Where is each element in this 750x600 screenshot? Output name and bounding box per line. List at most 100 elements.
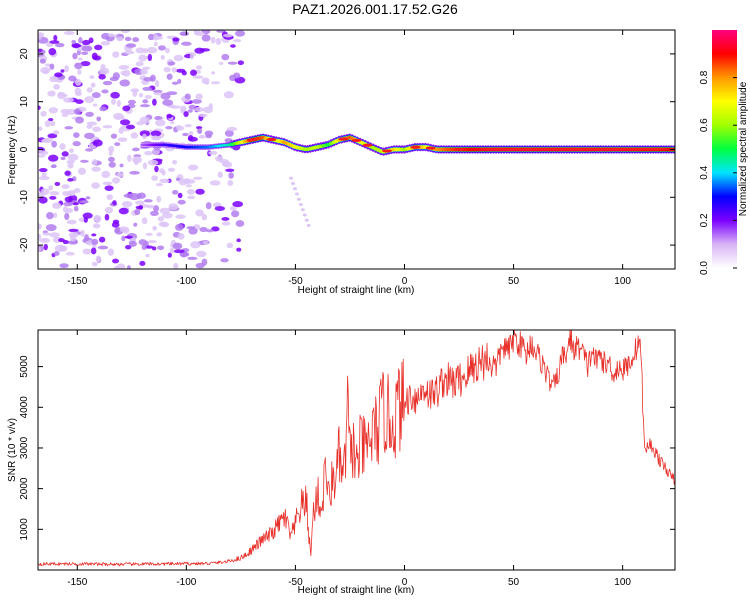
noise-blob	[163, 66, 171, 73]
noise-blob	[64, 170, 71, 176]
noise-blob	[75, 116, 84, 124]
snr-y-tick-label: 3000	[19, 436, 30, 459]
noise-blob	[144, 150, 153, 156]
noise-blob	[186, 226, 196, 230]
noise-blob	[131, 147, 140, 152]
noise-blob	[306, 224, 311, 228]
noise-blob	[227, 61, 238, 65]
noise-blob	[173, 54, 184, 62]
noise-blob	[53, 34, 58, 42]
noise-blob	[187, 134, 194, 142]
noise-blob	[166, 113, 173, 119]
heatmap-y-tick-label: 20	[19, 48, 30, 60]
noise-blob	[177, 192, 183, 199]
noise-blob	[129, 170, 140, 175]
noise-blob	[229, 206, 237, 211]
track-core-line	[480, 147, 667, 150]
noise-blob	[151, 175, 159, 181]
noise-blob	[177, 232, 185, 240]
noise-blob	[38, 247, 41, 251]
noise-blob	[138, 54, 147, 62]
noise-blob	[147, 33, 155, 41]
noise-blob	[235, 30, 246, 37]
noise-blob	[67, 162, 74, 169]
track-peak	[266, 137, 277, 142]
noise-blob	[165, 126, 173, 130]
noise-blob	[195, 93, 203, 101]
noise-blob	[182, 132, 189, 137]
noise-blob	[83, 132, 95, 140]
noise-blob	[136, 193, 142, 200]
snr-y-ticks: 1000 2000 3000 4000 5000	[19, 355, 675, 540]
noise-blob	[116, 36, 124, 42]
noise-blob	[38, 176, 50, 181]
noise-blob	[54, 72, 63, 78]
noise-blob	[153, 41, 158, 47]
noise-blob	[226, 126, 238, 132]
noise-blob	[142, 133, 147, 140]
noise-blob	[130, 88, 140, 93]
noise-blob	[138, 92, 144, 98]
noise-blob	[178, 178, 188, 186]
noise-blob	[68, 189, 76, 197]
noise-blob	[38, 126, 43, 131]
noise-blob	[101, 32, 111, 40]
track-peak	[382, 149, 393, 153]
colorbar-tick-label: 0.8	[699, 70, 710, 84]
noise-blob	[225, 168, 235, 172]
noise-blob	[111, 98, 116, 105]
noise-blob	[46, 212, 54, 220]
noise-blob	[173, 262, 179, 269]
noise-blob	[91, 182, 100, 189]
noise-blob	[199, 227, 208, 233]
noise-blob	[108, 145, 115, 153]
snr-x-tick-label: -100	[176, 577, 196, 588]
track-peak	[338, 137, 349, 141]
noise-blob	[221, 53, 230, 61]
noise-blob	[142, 162, 148, 170]
noise-blob	[66, 160, 75, 164]
noise-blob	[72, 44, 82, 48]
noise-blob	[84, 234, 89, 242]
noise-blob	[89, 75, 95, 79]
noise-blob	[201, 214, 208, 221]
noise-blob	[108, 156, 115, 163]
noise-blob	[192, 75, 204, 79]
noise-blob	[116, 172, 124, 177]
noise-blob	[90, 82, 96, 88]
noise-blob	[73, 188, 81, 193]
noise-blob	[159, 207, 171, 214]
noise-blob	[134, 208, 141, 216]
noise-blob	[193, 176, 203, 180]
noise-blob	[41, 172, 47, 178]
noise-blob	[116, 99, 121, 107]
snr-panel: -150 -100 -50 0 50 100 1000 2000 3000 4000 5000 H…	[7, 329, 676, 596]
snr-frame	[37, 329, 676, 571]
noise-blob	[91, 92, 101, 99]
noise-blob	[140, 68, 148, 75]
noise-blob	[159, 178, 170, 184]
noise-blob	[126, 265, 131, 269]
noise-blob	[119, 226, 128, 233]
noise-blob	[49, 40, 60, 44]
noise-blob	[125, 124, 136, 130]
noise-blob	[135, 200, 145, 205]
noise-blob	[177, 199, 186, 205]
noise-blob	[152, 225, 157, 231]
noise-blob	[204, 81, 210, 85]
noise-blob	[98, 74, 106, 80]
noise-blob	[187, 256, 198, 260]
noise-blob	[92, 55, 102, 61]
track-peak	[425, 146, 436, 150]
noise-blob	[142, 99, 149, 104]
noise-blob	[237, 60, 245, 66]
noise-blob	[190, 69, 197, 76]
heatmap-y-axis-label: Frequency (Hz)	[7, 116, 18, 185]
noise-blob	[53, 251, 60, 256]
noise-blob	[43, 243, 48, 251]
noise-blob	[77, 57, 83, 61]
noise-blob	[113, 266, 121, 269]
noise-blob	[157, 216, 164, 222]
track-peak	[246, 138, 257, 142]
